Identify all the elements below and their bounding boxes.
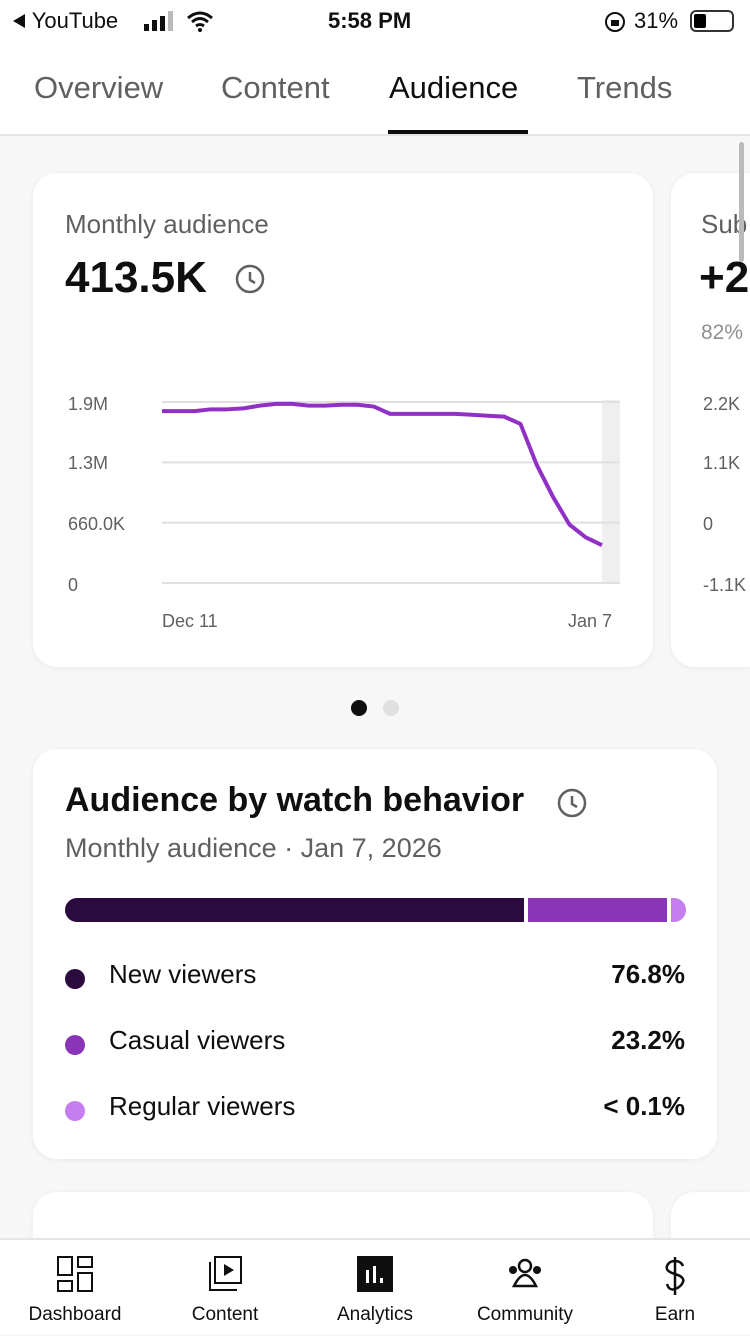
y-tick: 1.9M [68, 394, 108, 415]
bottom-nav: Dashboard Content Analytics Community Ea… [0, 1238, 750, 1334]
card-title: Audience by watch behavior [65, 781, 524, 820]
x-tick: Dec 11 [162, 611, 218, 632]
dashboard-icon [57, 1256, 93, 1292]
status-bar: YouTube 5:58 PM 31% [0, 0, 750, 44]
community-icon [505, 1256, 545, 1292]
clock: 5:58 PM [328, 8, 411, 34]
bar-segment [65, 898, 524, 922]
y-tick: 0 [68, 575, 78, 596]
tab-bar: Overview Content Audience Trends [0, 44, 750, 136]
card-subtitle: Monthly audience · Jan 7, 2026 [65, 833, 442, 864]
tab-content[interactable]: Content [221, 70, 330, 106]
nav-dashboard[interactable]: Dashboard [0, 1240, 150, 1336]
y-tick: 660.0K [68, 514, 125, 535]
dollar-icon [657, 1256, 693, 1296]
legend-row-regular: Regular viewers< 0.1% [65, 1091, 685, 1131]
y-tick: 2.2K [703, 394, 740, 415]
subscribers-sub: 82% [701, 321, 743, 345]
watch-behavior-card[interactable]: Audience by watch behavior Monthly audie… [33, 749, 717, 1159]
back-to-app[interactable]: YouTube [12, 8, 118, 34]
pager-dot[interactable] [383, 700, 399, 716]
pager-dot-active[interactable] [351, 700, 367, 716]
legend-dot [65, 1101, 85, 1121]
bar-segment [671, 898, 686, 922]
active-tab-indicator [388, 130, 528, 134]
tab-audience[interactable]: Audience [389, 70, 518, 106]
content-icon [207, 1256, 243, 1292]
battery-percent: 31% [634, 8, 678, 34]
rotation-lock-icon [604, 11, 626, 33]
nav-content[interactable]: Content [150, 1240, 300, 1336]
highlight-band [602, 400, 620, 583]
legend-dot [65, 969, 85, 989]
monthly-audience-card[interactable]: Monthly audience 413.5K 1.9M 1.3M 660.0K… [33, 173, 653, 667]
bar-segment [528, 898, 667, 922]
nav-community[interactable]: Community [450, 1240, 600, 1336]
next-card-2[interactable] [671, 1192, 750, 1238]
x-tick: Jan 7 [568, 611, 612, 632]
audience-series-line [162, 404, 602, 545]
y-tick: 1.3M [68, 453, 108, 474]
nav-earn[interactable]: Earn [600, 1240, 750, 1336]
wifi-icon [186, 10, 214, 32]
battery-icon [690, 10, 734, 32]
tab-overview[interactable]: Overview [34, 70, 163, 106]
legend-dot [65, 1035, 85, 1055]
audience-line-chart [33, 173, 653, 667]
tab-trends[interactable]: Trends [577, 70, 672, 106]
signal-icon [144, 11, 174, 31]
stacked-bar [65, 898, 686, 922]
y-tick: -1.1K [703, 575, 746, 596]
clock-icon[interactable] [557, 788, 587, 818]
scrollbar[interactable] [739, 142, 744, 262]
next-card[interactable] [33, 1192, 653, 1238]
nav-analytics[interactable]: Analytics [300, 1240, 450, 1336]
y-tick: 0 [703, 514, 713, 535]
back-arrow-icon [12, 13, 26, 29]
y-tick: 1.1K [703, 453, 740, 474]
analytics-icon [357, 1256, 393, 1292]
